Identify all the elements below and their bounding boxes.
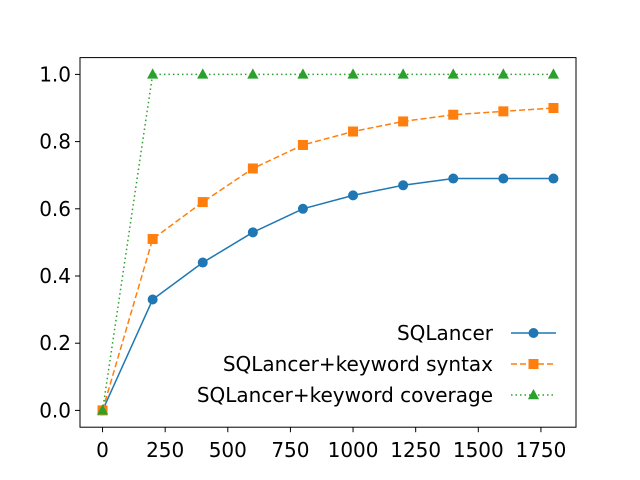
series-2-point-10 <box>548 103 559 113</box>
x-tick-label-3: 500 <box>209 438 247 462</box>
series-3-point-8 <box>447 68 459 79</box>
y-tick-label-2: 0.2 <box>39 331 71 355</box>
series-2-point-7 <box>398 116 409 127</box>
legend-entry-2: SQLancer+keyword syntax <box>223 352 556 376</box>
series-3-point-2 <box>147 68 159 79</box>
legend-marker-2 <box>528 359 539 369</box>
legend: SQLancer SQLancer+keyword syntax SQLancer+… <box>197 321 556 407</box>
y-tick-label-4: 0.6 <box>39 197 71 221</box>
legend-marker-3 <box>527 388 540 400</box>
series-2-line <box>101 107 554 411</box>
series-1 <box>97 173 559 416</box>
series-1-point-10 <box>548 173 559 184</box>
x-tick-label-6: 1250 <box>390 438 441 462</box>
series-2-point-4 <box>247 163 258 174</box>
series-3-point-3 <box>197 68 209 79</box>
series-2-point-2 <box>147 234 158 245</box>
series-3-point-6 <box>347 68 359 79</box>
y-tick-label-6: 1.0 <box>39 62 71 86</box>
x-tick-label-7: 1500 <box>453 438 504 462</box>
series-3-point-9 <box>497 68 509 79</box>
legend-entry-3: SQLancer+keyword coverage <box>197 383 556 407</box>
series-2-point-5 <box>297 139 308 150</box>
x-tick-label-1: 0 <box>96 438 109 462</box>
x-axis: 0 250 500 750 1000 1250 1500 1750 <box>96 427 566 462</box>
series-3-line <box>101 73 554 411</box>
x-tick-label-2: 250 <box>146 438 184 462</box>
legend-label-1: SQLancer <box>397 321 494 345</box>
series-3-point-7 <box>397 68 409 79</box>
series-2-point-9 <box>498 106 509 117</box>
x-tick-label-4: 750 <box>271 438 309 462</box>
y-tick-label-5: 0.8 <box>39 130 71 154</box>
series-1-point-3 <box>197 257 208 268</box>
series-1-point-8 <box>448 173 459 184</box>
series-3-point-10 <box>547 68 560 79</box>
series-2-point-6 <box>348 126 359 137</box>
plot-frame <box>79 57 577 428</box>
legend-entry-1: SQLancer <box>397 321 556 345</box>
y-tick-label-1: 0.0 <box>39 398 71 422</box>
series-layer <box>96 68 560 416</box>
series-3-point-1 <box>96 404 109 415</box>
series-1-line <box>101 177 554 411</box>
series-3-point-4 <box>247 68 259 79</box>
series-1-point-4 <box>247 227 258 238</box>
series-1-point-7 <box>398 180 409 191</box>
y-tick-label-3: 0.4 <box>39 264 71 288</box>
series-1-point-9 <box>498 173 509 184</box>
series-1-point-2 <box>147 294 158 305</box>
series-3 <box>96 68 560 415</box>
series-2-point-3 <box>197 197 208 208</box>
y-axis: 0.0 0.2 0.4 0.6 0.8 1.0 <box>39 62 80 422</box>
legend-label-3: SQLancer+keyword coverage <box>197 383 493 407</box>
series-1-point-5 <box>297 203 308 214</box>
series-1-point-6 <box>348 190 359 201</box>
legend-marker-1 <box>528 328 539 338</box>
x-tick-label-5: 1000 <box>328 438 379 462</box>
series-2-point-8 <box>448 109 459 120</box>
legend-label-2: SQLancer+keyword syntax <box>223 352 493 376</box>
x-tick-label-8: 1750 <box>515 438 566 462</box>
series-3-point-5 <box>297 68 309 79</box>
